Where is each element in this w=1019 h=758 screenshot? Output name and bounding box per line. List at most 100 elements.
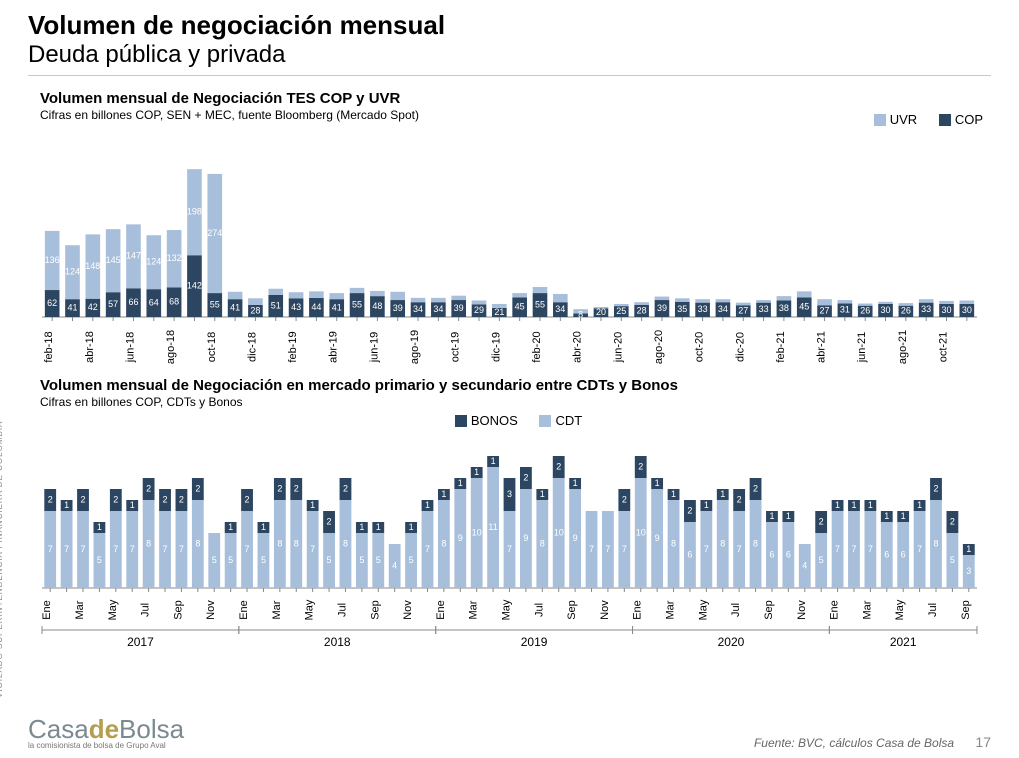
svg-text:2: 2 (113, 494, 118, 504)
svg-text:7: 7 (113, 543, 118, 553)
svg-text:33: 33 (759, 304, 769, 314)
svg-text:34: 34 (555, 304, 565, 314)
svg-text:1: 1 (97, 521, 102, 531)
svg-text:274: 274 (207, 228, 222, 238)
svg-text:198: 198 (187, 207, 202, 217)
svg-text:1: 1 (671, 488, 676, 498)
svg-text:26: 26 (860, 306, 870, 316)
svg-text:8: 8 (671, 538, 676, 548)
svg-text:27: 27 (738, 306, 748, 316)
svg-text:2: 2 (622, 494, 627, 504)
svg-text:7: 7 (851, 543, 856, 553)
svg-text:124: 124 (146, 257, 161, 267)
svg-text:dic-18: dic-18 (246, 332, 258, 362)
svg-text:2: 2 (819, 516, 824, 526)
svg-text:7: 7 (737, 543, 742, 553)
svg-text:1: 1 (359, 521, 364, 531)
svg-text:May: May (107, 599, 119, 620)
svg-text:abr-18: abr-18 (84, 331, 96, 363)
svg-text:35: 35 (677, 304, 687, 314)
svg-text:dic-20: dic-20 (734, 332, 746, 362)
vigilado-text: VIGILADO SUPERINTENDENCIA FINANCIERA DE … (0, 421, 4, 698)
footer: CasadeBolsa la comisionista de bolsa de … (28, 714, 991, 750)
svg-text:62: 62 (47, 298, 57, 308)
svg-text:7: 7 (835, 543, 840, 553)
svg-text:25: 25 (616, 306, 626, 316)
svg-text:Sep: Sep (566, 600, 578, 620)
svg-text:jun-20: jun-20 (612, 332, 624, 364)
svg-text:6: 6 (786, 549, 791, 559)
svg-text:55: 55 (535, 299, 545, 309)
svg-text:Sep: Sep (172, 600, 184, 620)
svg-text:124: 124 (65, 267, 80, 277)
svg-text:dic-19: dic-19 (490, 332, 502, 362)
svg-text:1: 1 (228, 521, 233, 531)
svg-text:Jul: Jul (927, 602, 939, 616)
svg-text:30: 30 (881, 305, 891, 315)
svg-text:2: 2 (146, 483, 151, 493)
svg-text:5: 5 (228, 554, 233, 564)
svg-text:33: 33 (921, 304, 931, 314)
svg-text:39: 39 (657, 303, 667, 313)
svg-text:10: 10 (554, 527, 564, 537)
svg-text:2: 2 (933, 483, 938, 493)
chart2-title: Volumen mensual de Negociación en mercad… (28, 377, 991, 394)
svg-text:9: 9 (655, 532, 660, 542)
svg-text:55: 55 (210, 299, 220, 309)
svg-text:148: 148 (85, 261, 100, 271)
svg-text:55: 55 (352, 299, 362, 309)
svg-text:1: 1 (786, 510, 791, 520)
svg-text:7: 7 (917, 543, 922, 553)
legend-item-cdt: CDT (539, 413, 582, 428)
svg-text:7: 7 (589, 543, 594, 553)
svg-text:3: 3 (966, 565, 971, 575)
svg-text:8: 8 (146, 538, 151, 548)
svg-text:28: 28 (250, 305, 260, 315)
svg-text:136: 136 (45, 255, 60, 265)
svg-text:5: 5 (409, 554, 414, 564)
svg-text:8: 8 (540, 538, 545, 548)
svg-text:7: 7 (622, 543, 627, 553)
svg-text:Jul: Jul (336, 602, 348, 616)
svg-text:7: 7 (48, 543, 53, 553)
legend-label-uvr: UVR (890, 112, 917, 127)
legend-box-cop (939, 114, 951, 126)
svg-text:1: 1 (130, 499, 135, 509)
logo-subtitle: la comisionista de bolsa de Grupo Aval (28, 741, 184, 750)
slide: Volumen de negociación mensual Deuda púb… (0, 0, 1019, 758)
svg-text:2: 2 (950, 516, 955, 526)
svg-text:6: 6 (687, 549, 692, 559)
svg-text:May: May (697, 599, 709, 620)
svg-text:5: 5 (376, 554, 381, 564)
svg-text:7: 7 (245, 543, 250, 553)
chart2-subtitle: Cifras en billones COP, CDTs y Bonos (28, 395, 991, 409)
svg-text:29: 29 (474, 305, 484, 315)
svg-text:2018: 2018 (324, 635, 351, 649)
svg-text:Sep: Sep (369, 600, 381, 620)
svg-text:2: 2 (523, 472, 528, 482)
svg-text:33: 33 (698, 304, 708, 314)
svg-text:Nov: Nov (796, 599, 808, 619)
svg-text:oct-18: oct-18 (206, 332, 218, 363)
svg-text:66: 66 (128, 297, 138, 307)
svg-text:oct-20: oct-20 (694, 332, 706, 363)
svg-text:abr-20: abr-20 (572, 331, 584, 363)
svg-text:1: 1 (441, 488, 446, 498)
legend-item-cop: COP (939, 112, 983, 127)
svg-text:9: 9 (458, 532, 463, 542)
svg-text:10: 10 (472, 527, 482, 537)
svg-text:Nov: Nov (205, 599, 217, 619)
svg-text:6: 6 (901, 549, 906, 559)
svg-text:1: 1 (64, 499, 69, 509)
svg-text:1: 1 (474, 466, 479, 476)
svg-text:abr-19: abr-19 (328, 331, 340, 363)
svg-text:Jul: Jul (140, 602, 152, 616)
legend-box-cdt (539, 415, 551, 427)
svg-text:Nov: Nov (402, 599, 414, 619)
svg-text:142: 142 (187, 280, 202, 290)
svg-text:May: May (894, 599, 906, 620)
svg-text:48: 48 (372, 301, 382, 311)
svg-text:Mar: Mar (271, 600, 283, 619)
svg-text:41: 41 (67, 302, 77, 312)
svg-text:2: 2 (179, 494, 184, 504)
